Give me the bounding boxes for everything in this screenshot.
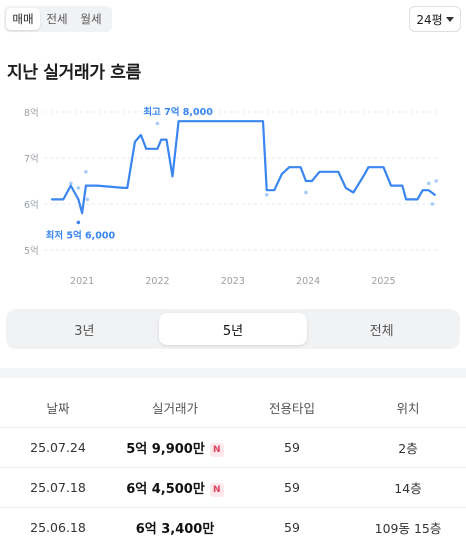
- table-row[interactable]: 25.07.24 5억 9,900만 N 59 2층: [0, 426, 466, 467]
- row-location: 2층: [350, 426, 466, 467]
- scatter-point: [155, 121, 160, 126]
- transactions-table: 날짜 실거래가 전용타입 위치 25.07.24 5억 9,900만 N 59 2…: [0, 389, 466, 547]
- period-tab-5y[interactable]: 5년: [158, 313, 308, 345]
- top-bar: 매매 전세 월세 24평: [0, 0, 466, 40]
- row-location: 14층: [350, 466, 466, 507]
- col-type-header: 전용타입: [268, 401, 315, 417]
- col-price-header: 실거래가: [151, 401, 198, 417]
- tab-monthly-rent[interactable]: 월세: [80, 12, 102, 26]
- new-badge: N: [209, 482, 224, 497]
- price-line: [50, 120, 436, 215]
- row-price-value: 5억 9,900만: [126, 441, 205, 457]
- low-point-marker: [76, 220, 81, 225]
- chevron-down-icon: [445, 17, 454, 22]
- size-select-value: 24평: [416, 12, 443, 27]
- table-row[interactable]: 25.07.18 6억 4,500만 N 59 14층: [0, 466, 466, 507]
- price-trend-chart: 8억 7억 6억 5억 2021 2022 2023 2024 2025 최고 7억 8,000 최…: [24, 106, 440, 287]
- max-price-annotation: 최고 7억 8,000: [143, 106, 213, 118]
- x-tick-label: 2021: [70, 276, 94, 287]
- new-badge: N: [209, 442, 224, 457]
- period-tab-3y[interactable]: 3년: [74, 323, 95, 339]
- row-type: 59: [234, 426, 350, 467]
- x-tick-label: 2024: [296, 276, 320, 287]
- row-price: 6억 4,500만 N: [116, 466, 234, 507]
- row-price: 6억 3,400만: [116, 506, 234, 547]
- x-tick-label: 2025: [371, 276, 395, 287]
- scatter-point: [84, 170, 88, 174]
- row-type: 59: [234, 466, 350, 507]
- row-price-value: 6억 3,400만: [135, 521, 215, 537]
- row-type: 59: [234, 506, 350, 547]
- period-tab-all[interactable]: 전체: [369, 323, 394, 339]
- y-tick-label: 5억: [24, 245, 39, 257]
- min-price-annotation: 최저 5억 6,000: [46, 229, 116, 241]
- scatter-point: [264, 193, 269, 197]
- scatter-point: [85, 197, 90, 202]
- tab-sale[interactable]: 매매: [6, 8, 40, 30]
- table-header-row: 날짜 실거래가 전용타입 위치: [0, 389, 466, 427]
- table-row[interactable]: 25.06.18 6억 3,400만 59 109동 15층: [0, 506, 466, 547]
- section-divider: [0, 368, 466, 378]
- section-title: 지난 실거래가 흐름: [7, 63, 141, 83]
- scatter-point: [76, 186, 81, 190]
- col-date-header: 날짜: [46, 401, 70, 417]
- row-price: 5억 9,900만 N: [116, 426, 234, 467]
- y-tick-label: 8억: [24, 107, 39, 119]
- trade-type-segmented: 매매 전세 월세: [4, 6, 112, 32]
- row-date: 25.07.18: [0, 466, 116, 507]
- scatter-point: [69, 181, 73, 186]
- y-tick-label: 7억: [24, 153, 39, 165]
- x-tick-label: 2022: [145, 276, 169, 287]
- row-price-value: 6억 4,500만: [126, 481, 205, 497]
- row-date: 25.07.24: [0, 426, 116, 467]
- row-date: 25.06.18: [0, 506, 116, 547]
- period-segmented: 3년 5년 전체: [6, 309, 460, 349]
- y-tick-label: 6억: [24, 199, 39, 211]
- scatter-point: [304, 190, 308, 195]
- scatter-point: [434, 179, 439, 183]
- x-tick-label: 2023: [221, 276, 245, 287]
- row-location: 109동 15층: [350, 506, 466, 547]
- scatter-point: [426, 181, 431, 186]
- tab-jeonse[interactable]: 전세: [46, 12, 68, 26]
- size-select[interactable]: 24평: [409, 6, 461, 32]
- col-location-header: 위치: [396, 401, 420, 417]
- scatter-point: [430, 202, 435, 206]
